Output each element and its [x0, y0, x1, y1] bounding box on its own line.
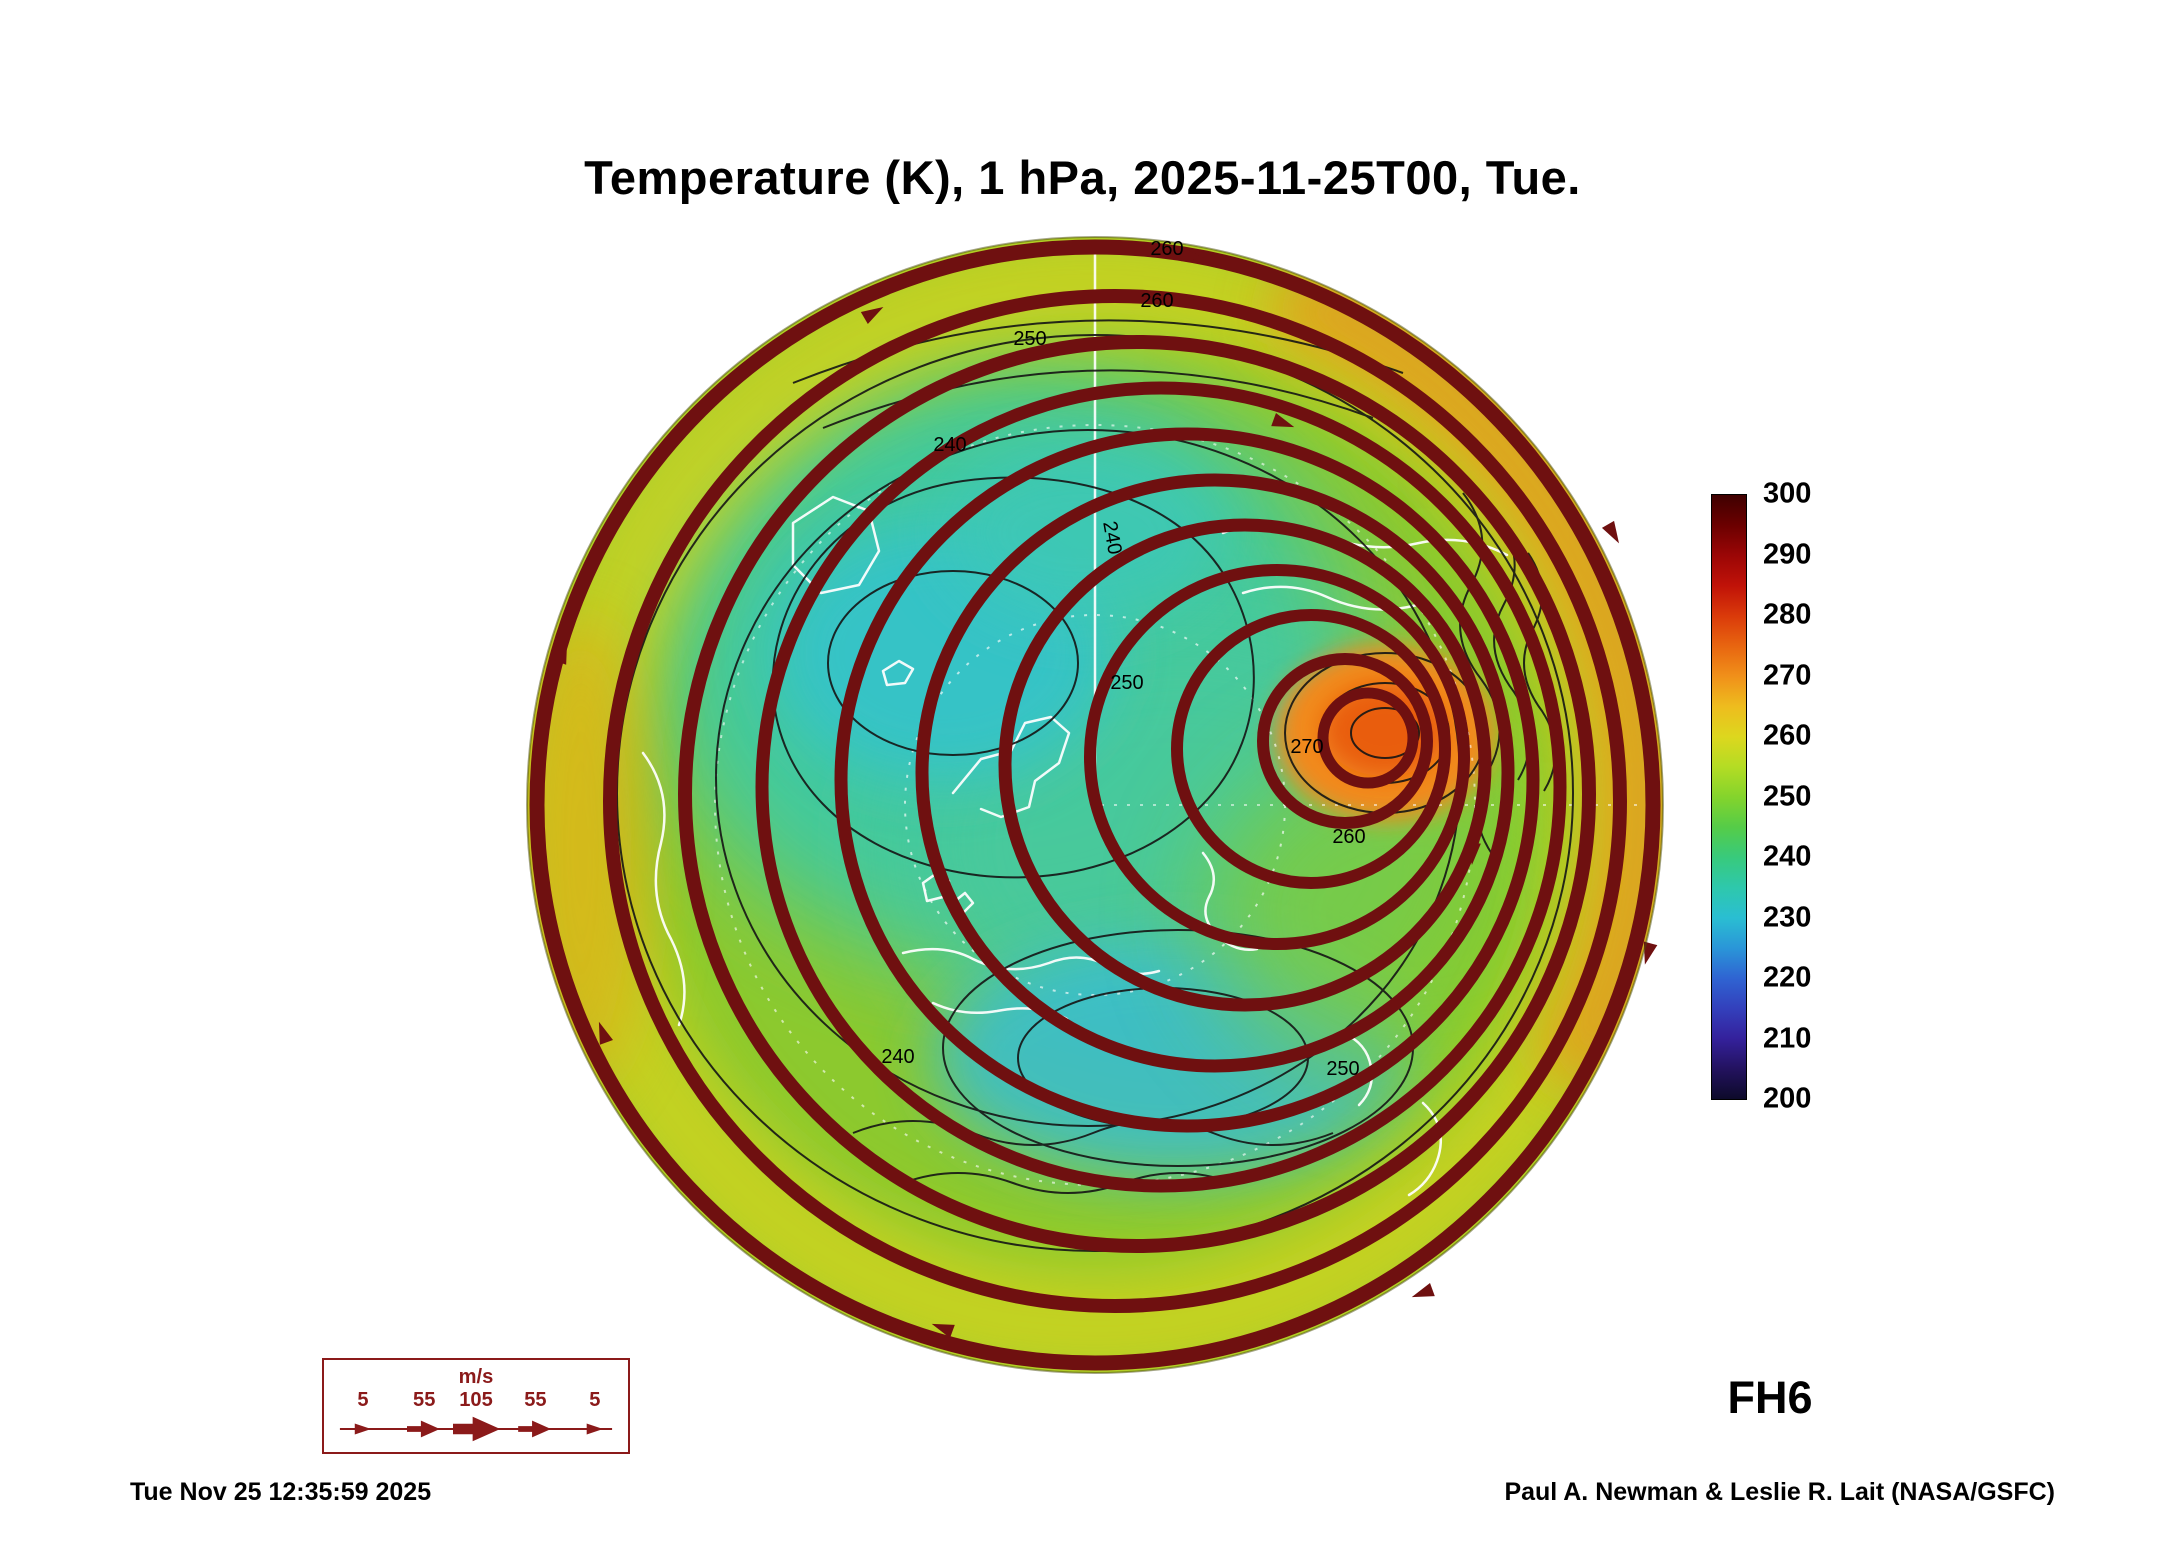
- contour-label: 260: [1332, 826, 1365, 848]
- forecast-hour-label: FH6: [1727, 1372, 1813, 1423]
- colorbar: [1711, 494, 1747, 1100]
- contour-label: 250: [1110, 672, 1143, 694]
- wind-barb-scale: [339, 1416, 613, 1442]
- wind-legend-barbs: m/s 5 55 105 55 5: [339, 1366, 613, 1442]
- contour-label: 270: [1290, 736, 1323, 758]
- contour-label: 240: [933, 434, 966, 456]
- contour-label: 260: [1150, 238, 1183, 260]
- colorbar-tick-label: 280: [1763, 598, 1812, 631]
- credit-text: Paul A. Newman & Leslie R. Lait (NASA/GS…: [1504, 1478, 2055, 1506]
- contour-label: 240: [881, 1046, 914, 1068]
- wind-speed-legend: m/s 5 55 105 55 5: [322, 1358, 630, 1454]
- colorbar-tick-label: 270: [1763, 659, 1812, 692]
- contour-label: 250: [1013, 328, 1046, 350]
- wind-legend-value: 5: [589, 1389, 600, 1411]
- colorbar-gradient: [1712, 495, 1746, 1099]
- colorbar-tick-label: 230: [1763, 901, 1812, 934]
- chart-title: Temperature (K), 1 hPa, 2025-11-25T00, T…: [584, 151, 1581, 204]
- colorbar-tick-label: 200: [1763, 1082, 1812, 1115]
- colorbar-tick-label: 210: [1763, 1022, 1812, 1055]
- colorbar-tick-label: 290: [1763, 538, 1812, 571]
- colorbar-tick-label: 300: [1763, 477, 1812, 510]
- wind-legend-value: 55: [413, 1389, 435, 1411]
- polar-map: 260 260 250 240 240 250 270 260 250 240: [526, 236, 1664, 1374]
- wind-legend-value: 105: [459, 1389, 493, 1411]
- contour-label: 250: [1326, 1058, 1359, 1080]
- contour-labels: 260 260 250 240 240 250 270 260 250 240: [881, 238, 1365, 1080]
- generation-timestamp: Tue Nov 25 12:35:59 2025: [130, 1478, 432, 1506]
- streamline-arrowheads: [553, 247, 1658, 1338]
- colorbar-tick-label: 250: [1763, 780, 1812, 813]
- contour-label: 260: [1140, 290, 1173, 312]
- jet-streamlines: [529, 239, 1661, 1371]
- globe-rim: [526, 236, 1664, 1374]
- wind-legend-units: m/s: [459, 1366, 494, 1388]
- colorbar-tick-label: 260: [1763, 719, 1812, 752]
- wind-legend-value: 55: [524, 1389, 546, 1411]
- colorbar-tick-label: 220: [1763, 961, 1812, 994]
- wind-legend-value: 5: [357, 1389, 368, 1411]
- colorbar-tick-label: 240: [1763, 840, 1812, 873]
